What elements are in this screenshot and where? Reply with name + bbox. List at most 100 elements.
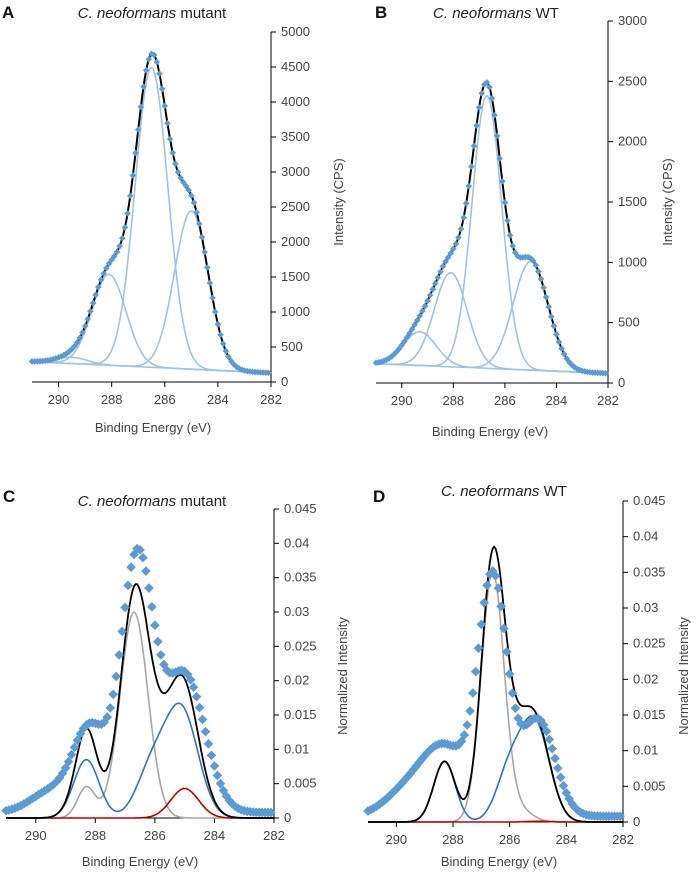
panel-b-y-tick-label: 500 bbox=[618, 315, 640, 330]
panel-a-data-point bbox=[206, 279, 214, 287]
panel-c-y-tick-label: 0.01 bbox=[284, 741, 309, 756]
panel-b-data-point bbox=[558, 345, 565, 352]
panel-a-data-point bbox=[265, 369, 272, 377]
panel-b-data-point bbox=[426, 291, 434, 299]
panel-b-data-point bbox=[555, 338, 563, 346]
panel-a-data-point bbox=[153, 58, 161, 66]
panel-d-data-point bbox=[425, 744, 436, 755]
panel-d-data-point bbox=[377, 797, 387, 808]
panel-a-data-point bbox=[209, 294, 216, 302]
panel-b-data-point bbox=[470, 142, 478, 150]
panel-a-data-point bbox=[211, 308, 219, 316]
panel-letter-d: D bbox=[373, 487, 385, 506]
panel-d-y-tick-label: 0.02 bbox=[633, 671, 658, 686]
panel-d-x-tick-label: 284 bbox=[555, 832, 577, 847]
panel-a-data-point bbox=[89, 299, 97, 307]
panel-c-data-point bbox=[191, 691, 202, 702]
panel-a-data-point bbox=[132, 149, 139, 157]
panel-c-title: C. neoformans mutant bbox=[78, 493, 227, 510]
panel-a-data-point bbox=[87, 307, 94, 315]
panel-a-data-point bbox=[188, 192, 195, 199]
panel-a-x-tick-label: 290 bbox=[48, 392, 70, 407]
panel-d-data-point bbox=[553, 763, 563, 773]
panel-c-envelope-line bbox=[6, 583, 274, 819]
panel-a-data-point bbox=[111, 252, 118, 260]
panel-b-data-point bbox=[478, 90, 485, 97]
panel-b-data-point bbox=[398, 341, 406, 349]
panel-a-data-point bbox=[121, 224, 129, 231]
panel-a-data-point bbox=[124, 210, 131, 217]
panel-b-data-point bbox=[535, 268, 542, 275]
panel-a-x-tick-label: 284 bbox=[207, 392, 229, 407]
panel-b-data-point bbox=[468, 163, 475, 170]
panel-d-data-point bbox=[504, 669, 515, 679]
panel-d-data-point bbox=[496, 601, 506, 612]
panel-b-data-point bbox=[460, 214, 467, 221]
panel-c-data-point bbox=[209, 761, 220, 771]
panel-d-data-point bbox=[570, 802, 580, 813]
panel-c: C C. neoformans mutant 290 288 286 284 282 0 0… bbox=[1, 487, 350, 869]
panel-a-title-rest: mutant bbox=[180, 5, 227, 22]
panel-c-data-point bbox=[111, 671, 121, 682]
panel-c-data-point bbox=[144, 583, 154, 593]
panel-c-y-tick-label: 0.045 bbox=[284, 501, 317, 516]
panel-c-data-point bbox=[182, 669, 193, 680]
panel-d-y-tick-label: 0.015 bbox=[633, 707, 666, 722]
panel-c-x-tick-label: 282 bbox=[263, 828, 285, 843]
panel-a-y-tick-label: 1500 bbox=[281, 269, 310, 284]
panel-d-y-tick-label: 0.045 bbox=[633, 493, 666, 508]
panel-c-y-axis-label: Normalized Intensity bbox=[335, 617, 350, 735]
panel-d-data-point bbox=[544, 734, 555, 745]
panel-a-component-o-c-o bbox=[32, 356, 272, 374]
panel-c-data-point bbox=[197, 714, 208, 725]
panel-a-data-point bbox=[95, 283, 102, 291]
panel-d-data-point bbox=[536, 715, 546, 726]
panel-b-data-point bbox=[499, 177, 506, 185]
panel-d-y-tick-label: 0.035 bbox=[633, 564, 666, 579]
panel-d-data-point bbox=[555, 772, 566, 783]
panel-d-x-tick-label: 282 bbox=[612, 832, 634, 847]
panel-a-x-axis-label: Binding Energy (eV) bbox=[95, 420, 211, 435]
panel-a-data-point bbox=[161, 102, 169, 110]
panel-a-data-point bbox=[73, 339, 81, 346]
panel-c-y-tick-label: 0.04 bbox=[284, 535, 309, 550]
panel-a-x-tick-label: 288 bbox=[101, 392, 123, 407]
panel-a-component-c-c bbox=[31, 210, 272, 374]
panel-d-data-point bbox=[567, 798, 577, 809]
panel-c-data-point bbox=[194, 702, 205, 713]
panel-b-data-point bbox=[496, 155, 504, 162]
panel-c-data-point bbox=[96, 719, 107, 730]
panel-b-data-point bbox=[540, 284, 547, 291]
panel-d-data-point bbox=[493, 583, 504, 593]
panel-c-data-point bbox=[81, 720, 92, 730]
panel-d-data-point bbox=[561, 788, 572, 798]
panel-c-data-point bbox=[123, 580, 133, 591]
panel-b-data-point bbox=[455, 234, 462, 241]
panel-d-data-point bbox=[459, 730, 470, 740]
panel-b-x-tick-label: 284 bbox=[546, 393, 568, 408]
panel-b-data-point bbox=[447, 249, 455, 257]
panel-c-data-point bbox=[126, 562, 136, 572]
panel-c-data-point bbox=[266, 807, 276, 818]
panel-b-data-point bbox=[413, 317, 421, 324]
panel-c-data-point bbox=[117, 626, 127, 637]
panel-c-data-point bbox=[48, 779, 59, 790]
panel-c-y-tick-label: 0 bbox=[284, 810, 291, 825]
panel-b-data-point bbox=[380, 357, 388, 365]
panel-d-data-point bbox=[499, 623, 509, 634]
panel-b-data-point bbox=[434, 274, 442, 281]
panel-letter-c: C bbox=[3, 487, 15, 506]
panel-a-data-point bbox=[134, 126, 142, 133]
panel-a-y-tick-label: 3500 bbox=[281, 129, 310, 144]
panel-a-data-point bbox=[222, 347, 230, 355]
panel-b-data-point bbox=[488, 95, 496, 102]
panel-a-y-tick-label: 2000 bbox=[281, 234, 310, 249]
panel-c-data-point bbox=[129, 549, 139, 560]
panel-b-data-point bbox=[465, 182, 473, 190]
panel-c-x-tick-label: 290 bbox=[25, 828, 47, 843]
panel-b-data-point bbox=[416, 312, 424, 320]
panel-b-plot: 290 288 286 284 282 0 500 1000 1500 2000 2500 3000 bbox=[372, 13, 647, 408]
panel-d-title-italic: C. neoformans bbox=[441, 483, 540, 500]
panel-c-data-point bbox=[153, 636, 163, 647]
panel-a-y-tick-label: 2500 bbox=[281, 199, 310, 214]
